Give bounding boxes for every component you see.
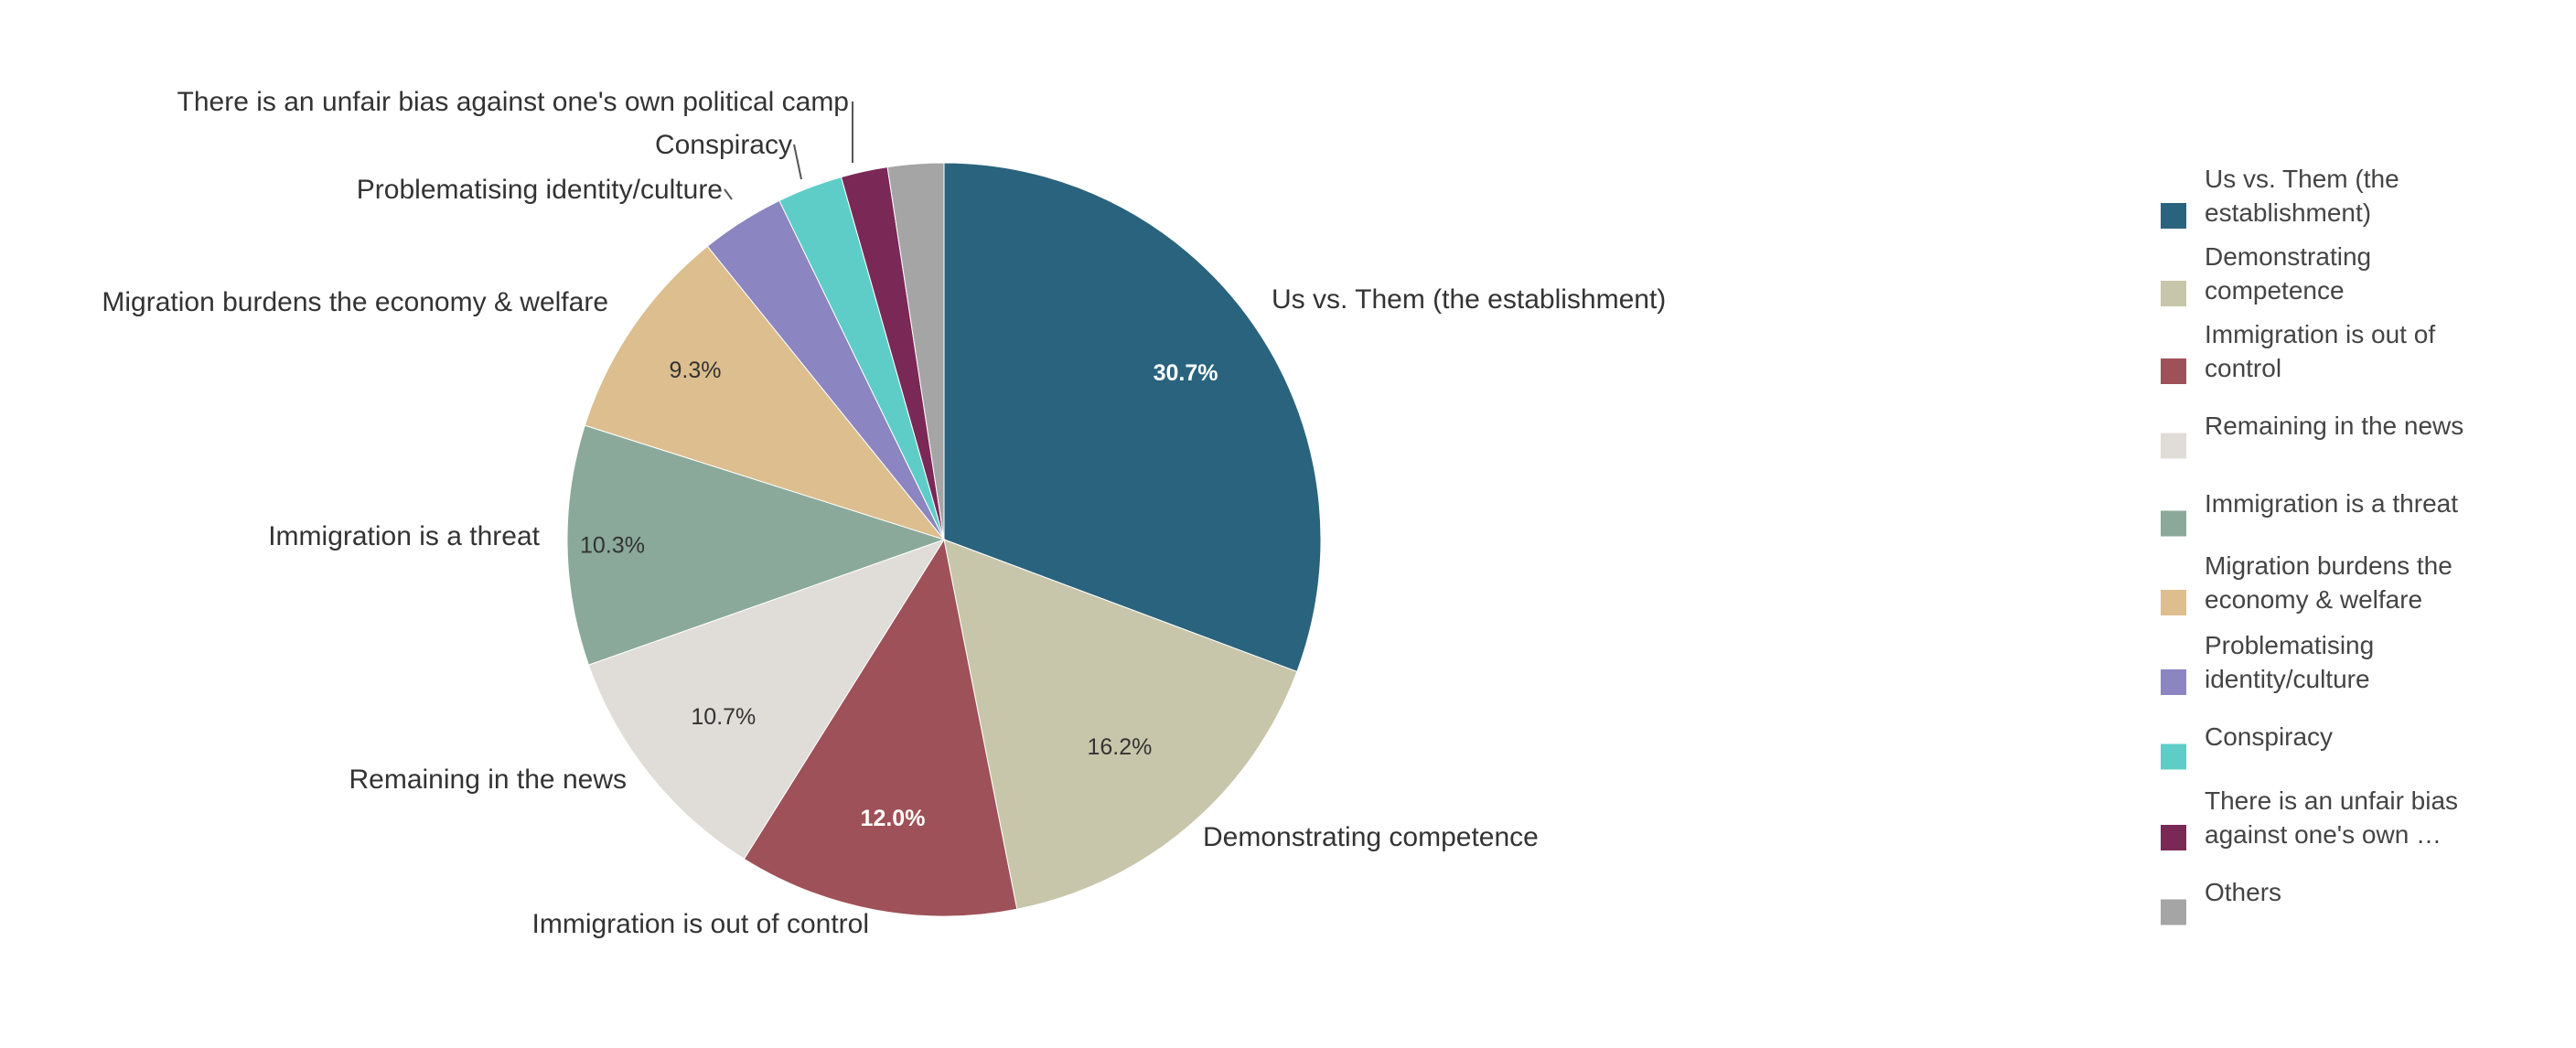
legend-label: Conspiracy xyxy=(2205,722,2333,751)
legend-item-us-vs-them-the-establishment[interactable]: Us vs. Them (the establishment) xyxy=(2161,165,2399,229)
pie-slice-immigration-is-a-threat[interactable] xyxy=(566,424,946,666)
legend-swatch xyxy=(2161,203,2186,229)
legend-label: Others xyxy=(2205,878,2281,906)
legend-label: Us vs. Them (the establishment) xyxy=(2205,165,2399,227)
slice-label-problematising-identity-culture: Problematising identity/culture xyxy=(357,175,723,205)
legend-item-others[interactable]: Others xyxy=(2161,878,2281,925)
leader-lines xyxy=(724,102,853,200)
slice-label-conspiracy: Conspiracy xyxy=(655,130,792,160)
slice-label-immigration-is-out-of-control: Immigration is out of control xyxy=(532,909,869,939)
leader-line-problematising-identity-culture xyxy=(724,188,733,200)
pct-label-migration-burdens-the-economy-welfare: 9.3% xyxy=(669,358,721,383)
slice-label-immigration-is-a-threat: Immigration is a threat xyxy=(268,521,540,551)
leader-line-conspiracy xyxy=(793,144,802,180)
pie-slice-others[interactable] xyxy=(886,162,945,540)
legend-label: Immigration is out of control xyxy=(2205,320,2435,382)
legend-label: Remaining in the news xyxy=(2205,412,2463,440)
pie-slice-remaining-in-the-news[interactable] xyxy=(587,539,946,860)
legend-swatch xyxy=(2161,825,2186,850)
legend-label: Immigration is a threat xyxy=(2205,489,2458,518)
legend-item-remaining-in-the-news[interactable]: Remaining in the news xyxy=(2161,412,2463,459)
legend-item-conspiracy[interactable]: Conspiracy xyxy=(2161,722,2333,770)
legend-swatch xyxy=(2161,899,2186,925)
legend-swatch xyxy=(2161,281,2186,306)
legend-swatch xyxy=(2161,510,2186,537)
percent-labels: 30.7% 16.2% 12.0% 10.7% 10.3% 9.3% xyxy=(580,358,1218,831)
legend-label: Migration burdens the economy & welfare xyxy=(2205,551,2453,614)
pct-label-immigration-is-a-threat: 10.3% xyxy=(580,533,645,559)
legend-item-there-is-an-unfair-bias-against-one-s-own[interactable]: There is an unfair bias against one's own… xyxy=(2161,786,2458,850)
legend-swatch xyxy=(2161,433,2186,459)
slice-label-migration-burdens-the-economy-welfare: Migration burdens the economy & welfare xyxy=(102,287,608,317)
pie-slice-migration-burdens-the-economy-welfare[interactable] xyxy=(584,245,946,540)
pie-slices xyxy=(566,162,1322,917)
legend: Us vs. Them (the establishment) Demonstrat… xyxy=(2161,165,2463,925)
legend-swatch xyxy=(2161,669,2186,695)
pie-slice-immigration-is-out-of-control[interactable] xyxy=(743,538,1018,917)
pct-label-immigration-is-out-of-control: 12.0% xyxy=(861,806,926,831)
legend-item-immigration-is-out-of-control[interactable]: Immigration is out of control xyxy=(2161,320,2435,384)
slice-label-there-is-an-unfair-bias-against-one-s-own: There is an unfair bias against one's ow… xyxy=(177,87,849,117)
legend-item-immigration-is-a-threat[interactable]: Immigration is a threat xyxy=(2161,489,2458,537)
slice-label-us-vs-them-the-establishment: Us vs. Them (the establishment) xyxy=(1272,284,1666,315)
legend-label: There is an unfair bias against one's own… xyxy=(2205,786,2458,849)
legend-swatch xyxy=(2161,743,2186,770)
pct-label-us-vs-them-the-establishment: 30.7% xyxy=(1154,360,1218,386)
pie-slice-demonstrating-competence[interactable] xyxy=(943,539,1298,910)
pct-label-remaining-in-the-news: 10.7% xyxy=(691,704,756,730)
slice-label-remaining-in-the-news: Remaining in the news xyxy=(349,765,627,795)
pie-slice-us-vs-them-the-establishment[interactable] xyxy=(943,162,1322,673)
legend-swatch xyxy=(2161,358,2186,384)
legend-swatch xyxy=(2161,590,2186,615)
slice-label-demonstrating-competence: Demonstrating competence xyxy=(1203,822,1539,852)
legend-label: Problematising identity/culture xyxy=(2205,631,2374,693)
slice-labels: Us vs. Them (the establishment) Demonstra… xyxy=(102,87,1666,939)
legend-label: Demonstrating competence xyxy=(2205,242,2371,305)
legend-item-migration-burdens-the-economy-welfare[interactable]: Migration burdens the economy & welfare xyxy=(2161,551,2453,615)
legend-item-demonstrating-competence[interactable]: Demonstrating competence xyxy=(2161,242,2371,306)
pct-label-demonstrating-competence: 16.2% xyxy=(1087,734,1152,760)
legend-item-problematising-identity-culture[interactable]: Problematising identity/culture xyxy=(2161,631,2374,695)
